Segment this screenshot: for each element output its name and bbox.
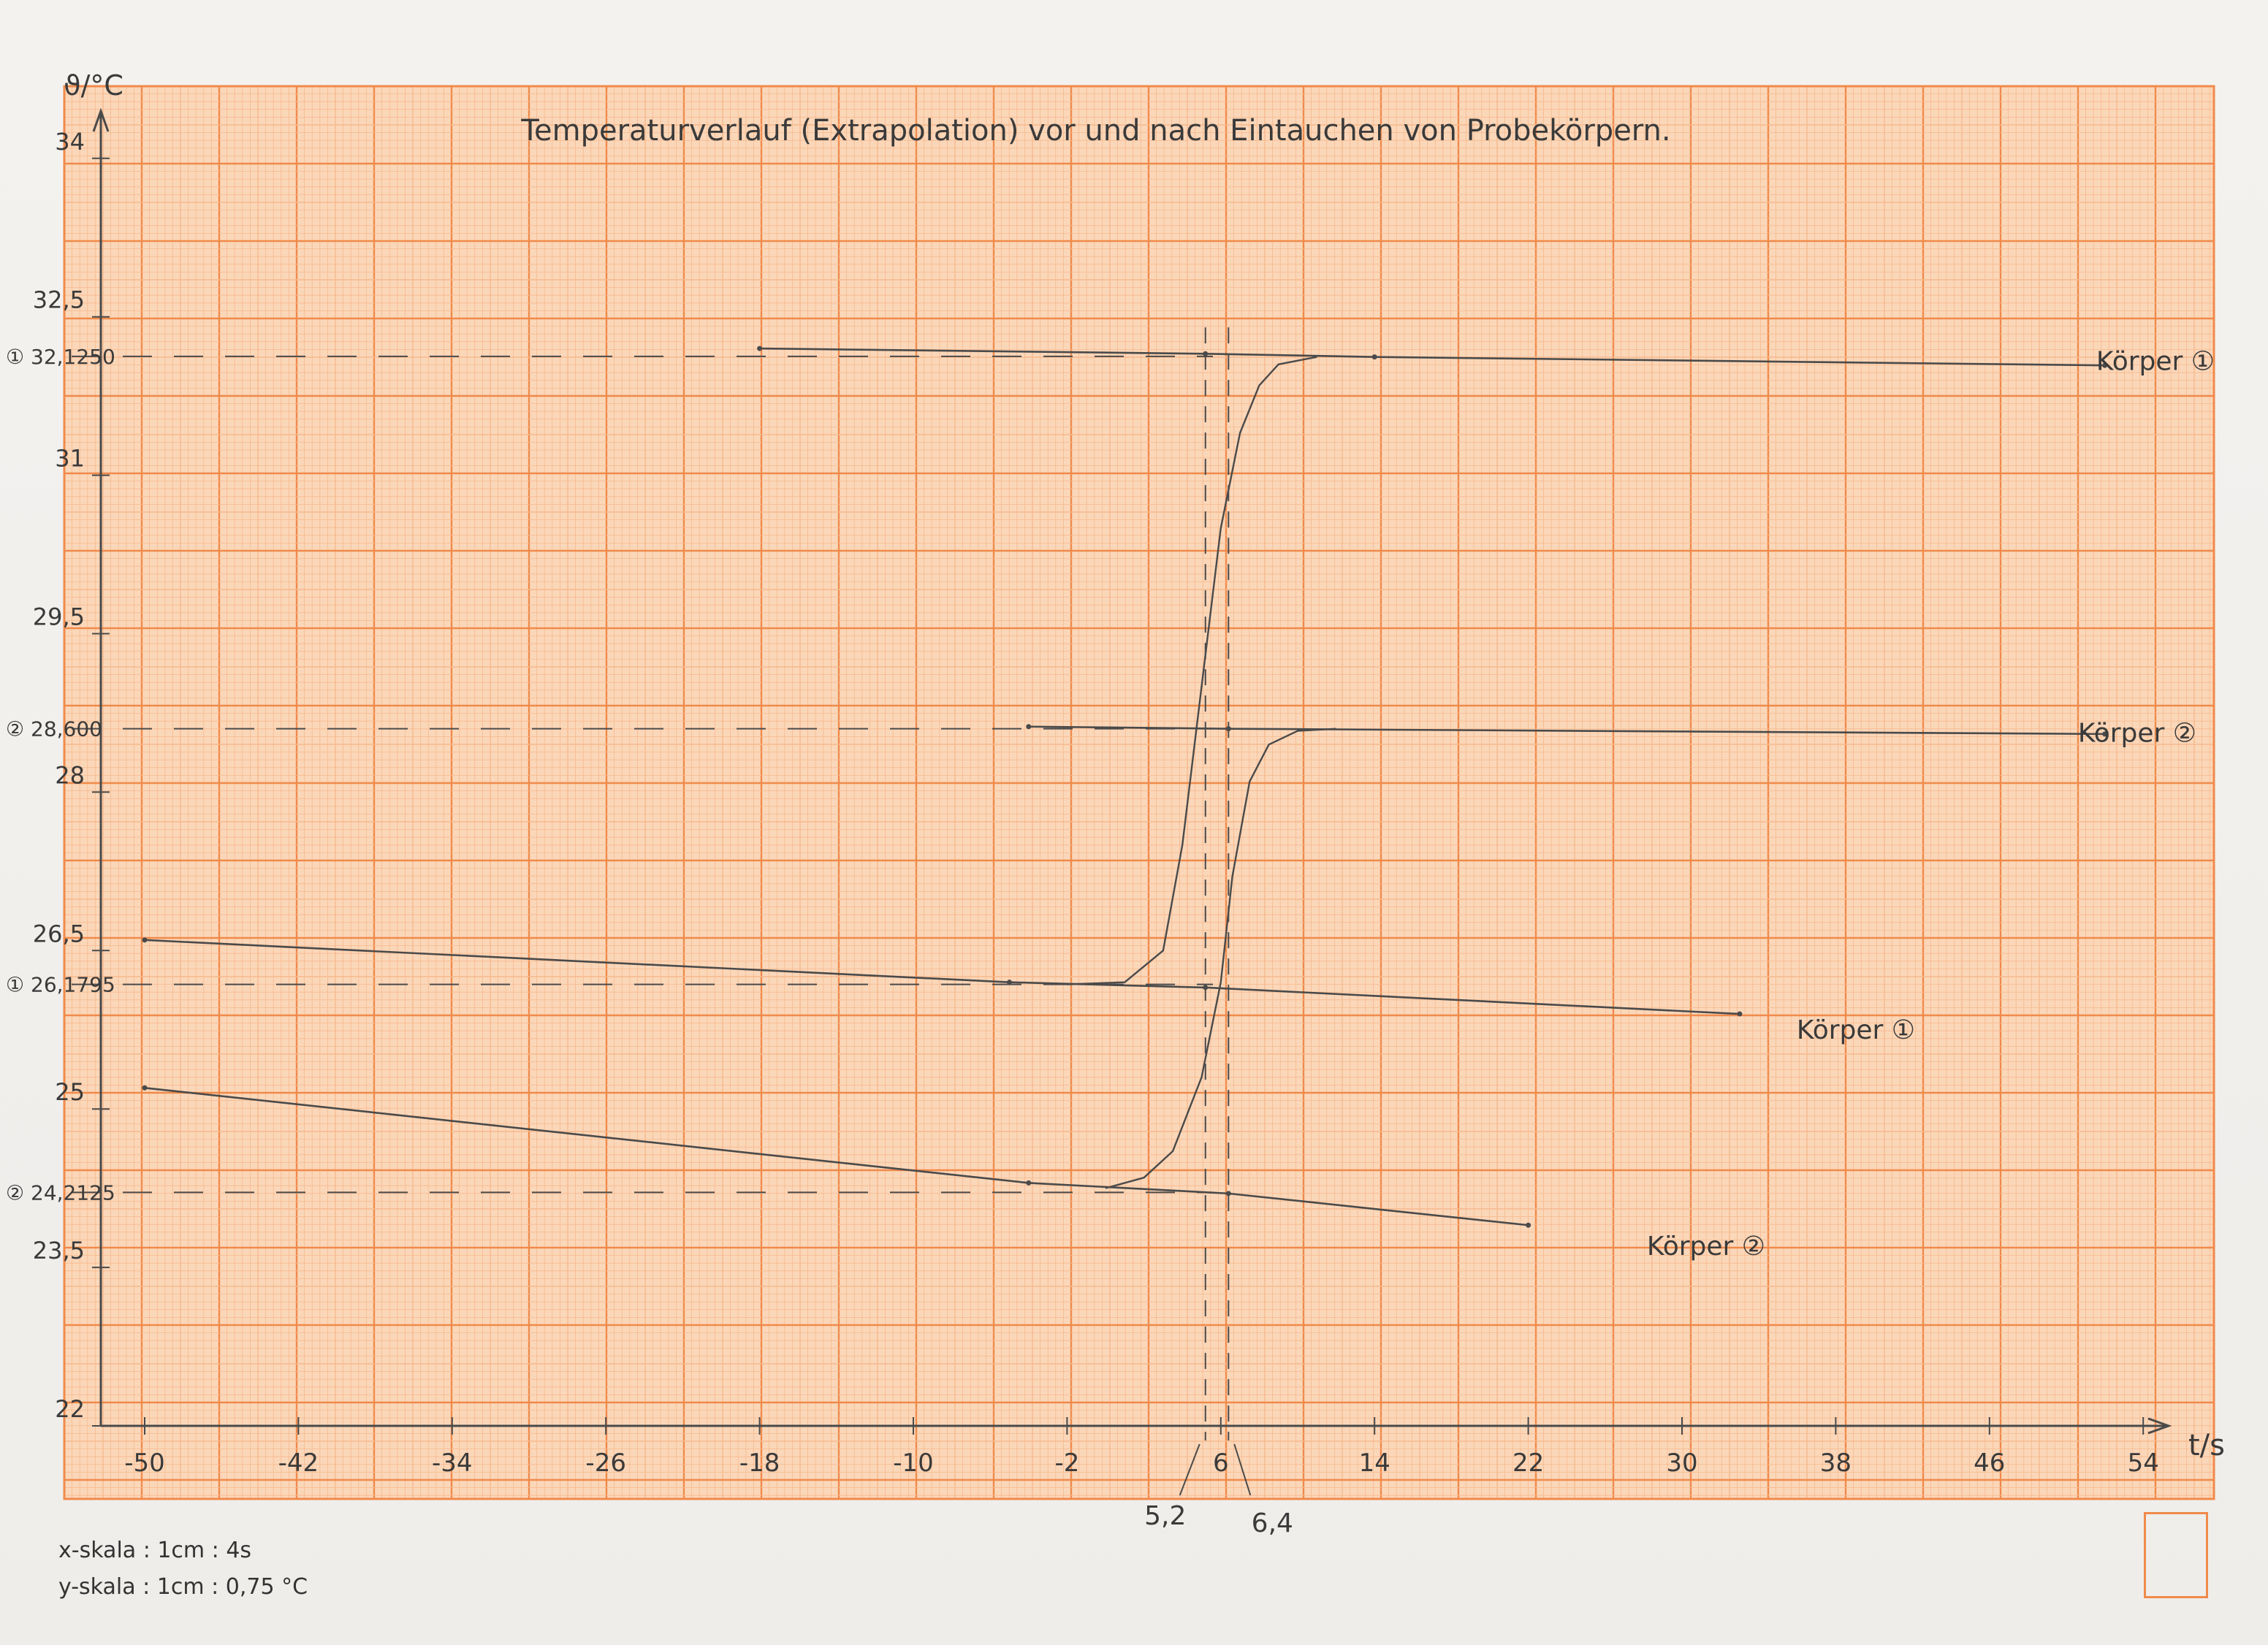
x-tick-label: 14 [1359,1449,1390,1478]
data-point [1225,726,1231,732]
x-tick-label: -18 [739,1449,780,1478]
y-axis-arrow [92,107,110,132]
vertical-marker-arrow [1233,1443,1252,1496]
y-tick-label: 34 [55,128,85,156]
data-point [1737,1011,1743,1017]
y-tick-label: 28 [55,761,85,789]
reference-line-label: ① 32,1250 [6,345,115,369]
y-tick-label: 22 [55,1395,85,1423]
series-label: Körper ① [1797,1015,1915,1045]
series-line-before [144,1086,1529,1226]
x-axis-label: t/s [2188,1429,2225,1462]
x-tick-label: 22 [1512,1449,1544,1478]
x-axis-arrow [2147,1417,2172,1435]
x-tick-label: -10 [893,1449,934,1478]
x-tick-label: 30 [1666,1449,1697,1478]
vertical-marker-label: 6,4 [1252,1508,1293,1538]
series-line-after [759,347,2105,367]
data-point [1007,980,1012,985]
x-tick-label: -50 [124,1449,165,1478]
data-point [1371,354,1377,360]
grid-lines [63,85,2214,1499]
data-point [142,1085,148,1091]
y-tick-label: 25 [55,1078,85,1106]
reference-line-label: ② 28,600 [6,717,102,741]
y-axis-label: ϑ/°C [64,69,123,102]
data-point [757,346,763,351]
y-scale-note: y-skala : 1cm : 0,75 °C [58,1574,308,1600]
data-point [2102,731,2108,737]
y-tick-label: 26,5 [33,920,85,947]
data-point [1225,1191,1231,1196]
series-label: Körper ② [2078,718,2196,748]
reference-line-label: ② 24,2125 [6,1180,115,1205]
x-tick-label: 38 [1820,1449,1852,1478]
series-label: Körper ① [2096,346,2215,376]
data-point [1026,724,1032,730]
data-point [1203,985,1209,991]
data-point [142,937,148,943]
y-tick-label: 23,5 [33,1237,85,1264]
series-line-transition [1067,356,1317,985]
data-point [2102,362,2108,368]
grid-background [64,86,2214,1499]
vertical-marker-label: 5,2 [1144,1501,1186,1531]
x-tick-label: 6 [1213,1449,1229,1478]
x-tick-label: -42 [278,1449,319,1478]
data-point [1526,1222,1531,1228]
vertical-marker-arrow [1179,1443,1200,1496]
y-tick-label: 29,5 [33,603,85,631]
reference-line-label: ① 26,1795 [6,973,115,997]
staufen-logo [2144,1512,2208,1598]
series-label: Körper ② [1647,1232,1765,1262]
chart-title: Temperaturverlauf (Extrapolation) vor un… [520,114,1670,148]
x-tick-label: 54 [2128,1449,2159,1478]
y-tick-label: 32,5 [33,286,85,314]
data-point [1203,351,1209,356]
series-line-transition [1105,728,1336,1189]
y-tick-label: 31 [55,445,85,473]
series-line-before [144,939,1740,1015]
x-tick-label: 46 [1974,1449,2005,1478]
x-tick-label: -34 [432,1449,473,1478]
grid-border [63,85,2215,1500]
x-tick-label: -26 [585,1449,626,1478]
data-point [1026,1180,1032,1186]
x-scale-note: x-skala : 1cm : 4s [58,1538,252,1563]
x-tick-label: -2 [1054,1449,1079,1478]
